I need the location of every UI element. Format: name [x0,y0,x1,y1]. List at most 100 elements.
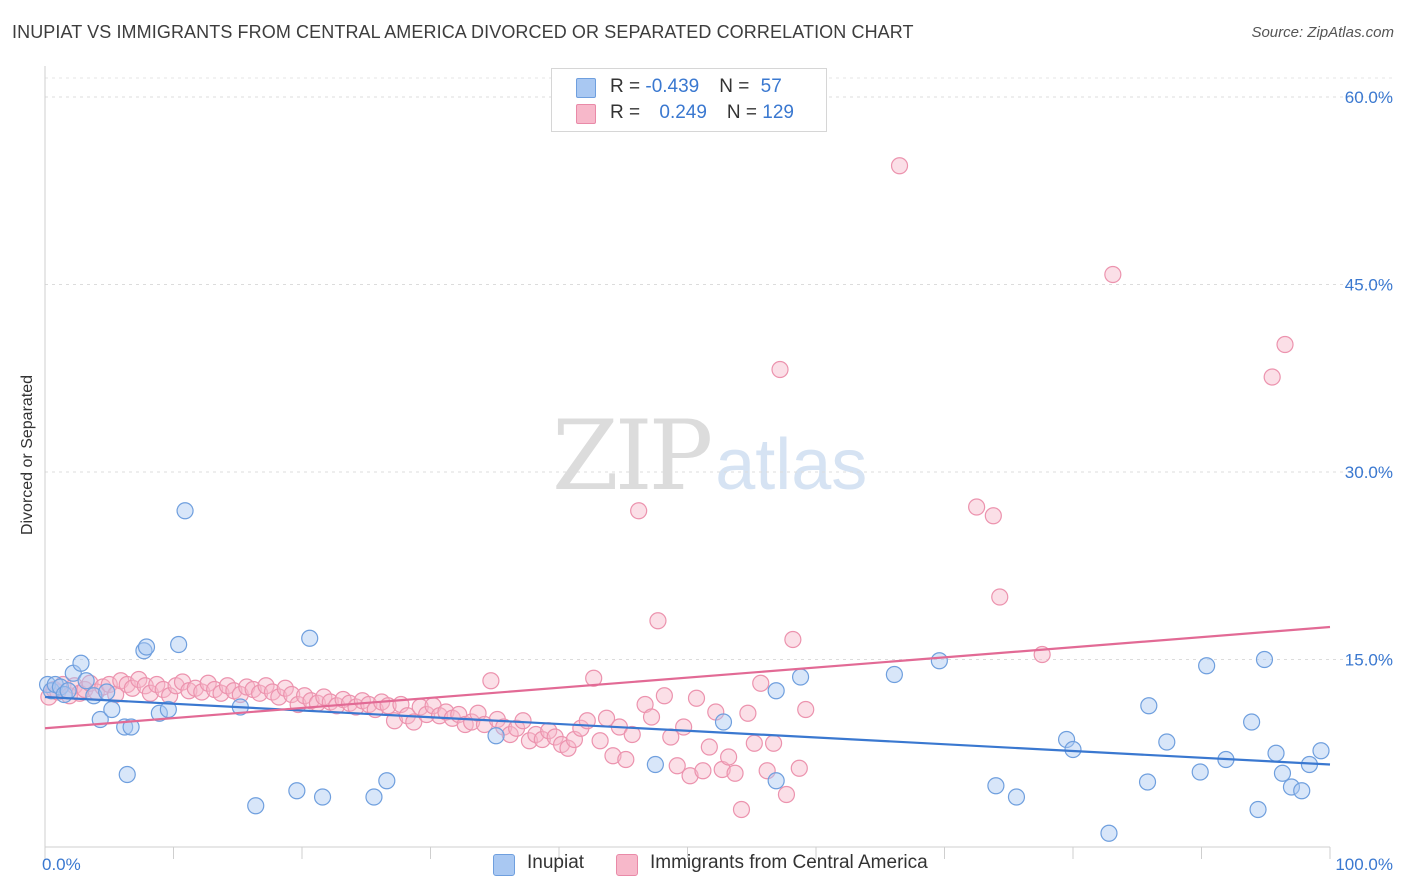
point-inupiat [72,654,90,672]
point-inupiat [122,718,140,736]
point-inupiat [885,665,903,684]
point-central-america [405,713,423,731]
point-central-america [732,800,751,819]
point-central-america [199,674,217,692]
point-central-america [482,672,500,690]
point-central-america [675,718,693,736]
legend-stats-inupiat: R = -0.439 N = 57 [610,76,782,97]
point-inupiat [288,782,306,800]
point-central-america [193,683,211,701]
x-tick-label: 0.0% [42,855,81,874]
point-inupiat [301,629,319,647]
series-legend-label-inupiat: Inupiat [527,852,585,873]
point-inupiat [1243,713,1261,731]
point-central-america [764,734,783,752]
point-central-america [418,705,436,724]
point-inupiat [767,772,785,790]
point-inupiat [59,682,77,700]
point-inupiat [1255,650,1274,669]
point-inupiat [714,713,733,731]
point-central-america [604,747,622,765]
point-inupiat [77,672,95,690]
point-inupiat [1273,764,1292,782]
point-central-america [130,670,148,689]
point-central-america [745,734,763,752]
tick-label-layer: 15.0% 30.0% 45.0% 60.0% 0.0% 100.0% [42,88,1393,874]
point-central-america [784,630,802,649]
point-inupiat [137,638,156,656]
watermark-zip: ZIP [552,400,713,512]
legend-stats-central-america: R = 0.249 N = 129 [610,102,794,123]
point-central-america [520,732,539,750]
point-inupiat [1267,744,1285,762]
point-central-america [984,507,1002,525]
point-central-america [771,360,789,379]
point-central-america [276,679,294,697]
point-central-america [123,679,141,697]
point-central-america [797,700,815,719]
point-central-america [752,674,770,692]
point-central-america [154,680,172,699]
x-tick-label: 100.0% [1335,855,1393,874]
point-inupiat [1064,740,1082,759]
point-inupiat [313,788,332,806]
y-tick-label: 45.0% [1345,276,1393,295]
point-inupiat [1282,778,1301,796]
point-central-america [991,588,1009,606]
point-inupiat [1138,773,1157,791]
point-inupiat [1191,763,1209,781]
point-inupiat [150,704,168,722]
point-central-america [720,748,738,766]
series-legend: Inupiat Immigrants from Central America [0,852,1406,878]
point-inupiat [176,502,194,520]
point-central-america [463,713,481,731]
points-layer [38,157,1330,842]
point-inupiat [118,765,136,784]
point-central-america [559,739,577,757]
point-inupiat [1312,742,1330,760]
point-inupiat [1057,730,1076,749]
point-inupiat [1158,733,1176,751]
point-central-america [642,708,661,726]
series-legend-swatch-central-america [616,854,638,876]
point-inupiat [767,682,785,700]
point-inupiat [487,727,505,745]
point-central-america [437,703,455,721]
point-inupiat [1007,788,1026,806]
point-central-america [591,732,609,750]
point-inupiat [987,777,1005,795]
series-legend-label-central-america: Immigrants from Central America [650,852,928,873]
point-central-america [681,767,699,785]
trendline-inupiat [44,695,1331,766]
point-central-america [385,712,404,730]
y-tick-label: 15.0% [1345,651,1393,670]
legend-swatch-inupiat [576,78,596,98]
point-central-america [700,738,718,756]
trendline-central-america [44,625,1331,730]
point-inupiat [791,668,810,686]
watermark: ZIPatlas [552,400,867,512]
chart-source: Source: ZipAtlas.com [1251,24,1394,41]
point-inupiat [1198,657,1216,675]
point-inupiat [646,755,664,774]
point-central-america [687,689,706,707]
point-inupiat [1100,824,1118,842]
point-central-america [270,688,288,706]
point-central-america [726,764,744,782]
stats-legend: R = -0.439 N = 57 R = 0.249 N = 129 [551,68,827,132]
point-inupiat [170,635,188,654]
point-central-america [533,730,551,749]
y-tick-label: 30.0% [1345,463,1393,482]
point-central-america [655,687,673,705]
point-central-america [777,785,796,804]
point-inupiat [247,797,265,815]
point-inupiat [930,652,948,670]
point-inupiat [1293,782,1311,800]
point-central-america [968,498,986,516]
axis-layer [44,66,1331,859]
point-central-america [630,502,648,520]
trend-layer [44,625,1331,766]
point-central-america [668,757,686,775]
point-inupiat [1249,800,1267,819]
